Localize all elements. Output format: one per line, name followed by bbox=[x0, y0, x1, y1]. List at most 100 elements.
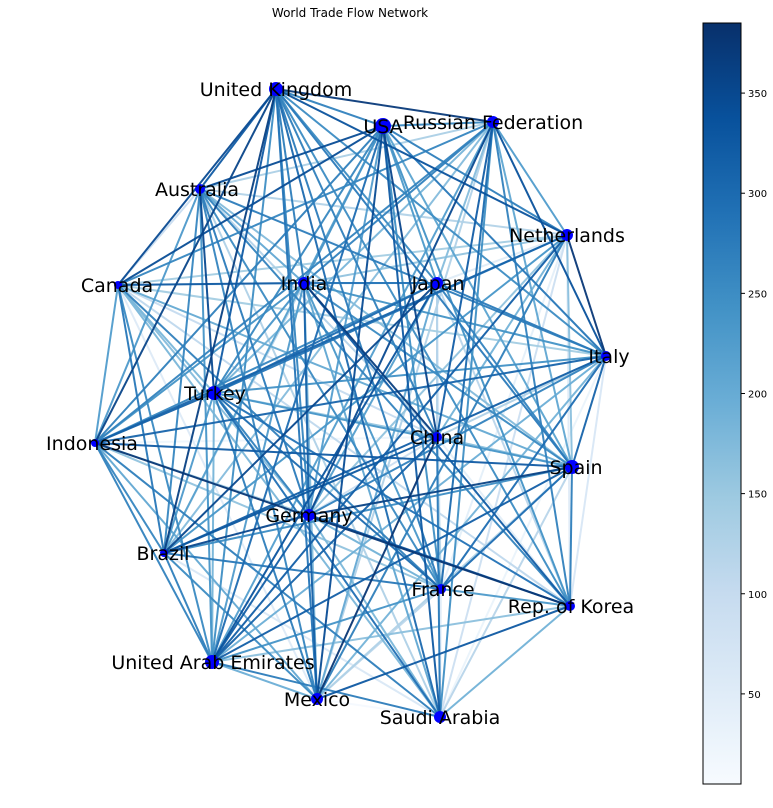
edge-usa-japan bbox=[382, 125, 438, 284]
edge-japan-korea bbox=[436, 282, 571, 607]
chart-title: World Trade Flow Network bbox=[272, 6, 428, 20]
colorbar-tick-label: 150 bbox=[748, 490, 767, 501]
edge-layer bbox=[94, 88, 607, 718]
node-label-uae: United Arab Emirates bbox=[111, 652, 314, 674]
edge-uk-india bbox=[275, 88, 305, 284]
edge-korea-saudi bbox=[439, 605, 571, 718]
edge-uk-indonesia bbox=[94, 88, 277, 444]
node-label-saudi: Saudi Arabia bbox=[380, 707, 501, 729]
node-turkey bbox=[207, 386, 221, 400]
node-usa bbox=[375, 118, 391, 134]
edge-australia-germany bbox=[199, 188, 310, 516]
edge-indonesia-france bbox=[94, 442, 442, 590]
edge-turkey-mexico bbox=[213, 392, 318, 700]
edge-canada-brazil bbox=[117, 284, 165, 554]
edge-spain-germany bbox=[308, 466, 573, 516]
edge-germany-uae bbox=[211, 514, 310, 663]
node-spain bbox=[565, 460, 579, 474]
node-label-mexico: Mexico bbox=[284, 689, 350, 711]
edge-usa-korea bbox=[382, 125, 571, 607]
edge-japan-uae bbox=[211, 282, 438, 663]
edge-canada-korea bbox=[117, 284, 571, 607]
edge-uk-china bbox=[275, 88, 438, 438]
node-label-china: China bbox=[410, 427, 464, 449]
node-china bbox=[432, 432, 442, 442]
edge-germany-saudi bbox=[308, 514, 441, 718]
edge-uk-uae bbox=[211, 88, 277, 663]
edge-australia-france bbox=[199, 188, 442, 590]
edge-usa-turkey bbox=[213, 125, 384, 394]
edge-russia-netherlands bbox=[492, 121, 568, 236]
edge-canada-india bbox=[117, 282, 305, 286]
edge-uk-korea bbox=[275, 88, 571, 607]
edge-usa-italy bbox=[382, 125, 607, 357]
node-france bbox=[436, 584, 446, 594]
node-uk bbox=[269, 82, 283, 96]
node-label-canada: Canada bbox=[81, 275, 153, 297]
edge-uae-mexico bbox=[211, 661, 318, 700]
edge-italy-brazil bbox=[163, 355, 607, 554]
edge-russia-korea bbox=[492, 121, 571, 607]
node-layer bbox=[91, 82, 611, 723]
node-germany bbox=[303, 509, 315, 521]
edge-netherlands-mexico bbox=[316, 234, 568, 700]
edge-netherlands-saudi bbox=[439, 234, 568, 718]
node-russia bbox=[487, 116, 499, 128]
node-mexico bbox=[311, 693, 323, 705]
node-canada bbox=[114, 281, 122, 289]
edge-china-uae bbox=[211, 436, 438, 663]
node-label-russia: Russian Federation bbox=[403, 112, 583, 134]
edge-uk-saudi bbox=[275, 88, 441, 718]
edge-spain-uae bbox=[211, 466, 573, 663]
edge-australia-mexico bbox=[199, 188, 318, 700]
edge-netherlands-japan bbox=[436, 234, 568, 284]
edge-india-korea bbox=[303, 282, 571, 607]
edge-usa-india bbox=[303, 125, 384, 284]
edge-netherlands-china bbox=[436, 234, 568, 438]
edge-usa-mexico bbox=[316, 125, 384, 700]
edge-france-korea bbox=[440, 588, 571, 607]
edge-italy-saudi bbox=[439, 355, 607, 718]
edge-japan-indonesia bbox=[94, 282, 438, 444]
node-label-brazil: Brazil bbox=[136, 543, 189, 565]
node-korea bbox=[565, 601, 575, 611]
node-india bbox=[298, 277, 310, 289]
edge-australia-uae bbox=[199, 188, 213, 663]
edge-turkey-uae bbox=[211, 392, 215, 663]
edge-uk-italy bbox=[275, 88, 607, 357]
edge-germany-brazil bbox=[163, 514, 310, 554]
colorbar: 50 100 150 200 250 300 350 bbox=[702, 22, 767, 785]
label-layer: United Kingdom USA Russian Federation Austr… bbox=[46, 79, 634, 729]
edge-australia-indonesia bbox=[94, 188, 201, 444]
edge-china-brazil bbox=[163, 436, 438, 554]
edge-usa-canada bbox=[117, 125, 384, 286]
edge-indonesia-korea bbox=[94, 442, 571, 607]
node-label-japan: Japan bbox=[411, 273, 465, 295]
edge-india-saudi bbox=[303, 282, 441, 718]
node-saudi bbox=[434, 711, 446, 723]
edge-uk-brazil bbox=[163, 88, 277, 554]
node-label-korea: Rep. of Korea bbox=[508, 596, 634, 618]
edge-brazil-mexico bbox=[163, 552, 318, 700]
edge-usa-uae bbox=[211, 125, 384, 663]
edge-japan-brazil bbox=[163, 282, 438, 554]
edge-france-uae bbox=[211, 588, 442, 663]
edge-uk-usa bbox=[275, 88, 384, 127]
edge-canada-turkey bbox=[117, 284, 215, 394]
node-label-france: France bbox=[411, 579, 474, 601]
edge-india-china bbox=[303, 282, 438, 438]
edge-netherlands-spain bbox=[566, 234, 573, 468]
edge-india-spain bbox=[303, 282, 573, 468]
edge-brazil-uae bbox=[163, 552, 213, 663]
node-label-germany: Germany bbox=[265, 505, 352, 527]
node-label-netherlands: Netherlands bbox=[509, 225, 625, 247]
colorbar-tick-label: 350 bbox=[748, 89, 767, 100]
colorbar-ticks: 50 100 150 200 250 300 350 bbox=[741, 89, 767, 701]
node-indonesia bbox=[91, 439, 99, 447]
edge-india-turkey bbox=[213, 282, 305, 394]
colorbar-tick-label: 300 bbox=[748, 189, 767, 200]
node-australia bbox=[195, 184, 205, 194]
edge-australia-netherlands bbox=[199, 188, 568, 236]
edge-netherlands-uae bbox=[211, 234, 568, 663]
edge-indonesia-mexico bbox=[94, 442, 318, 700]
